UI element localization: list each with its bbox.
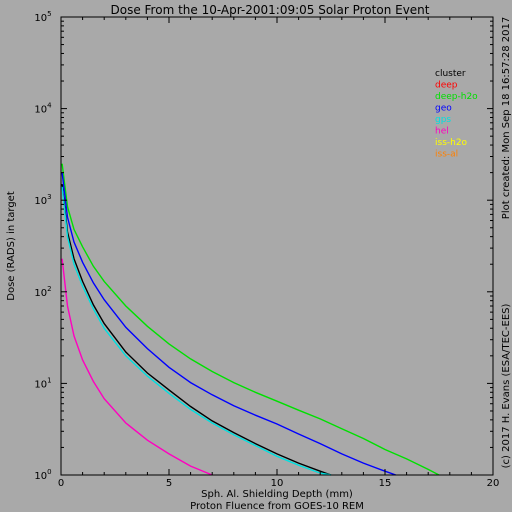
x-tick-label: 15 bbox=[379, 478, 392, 489]
x-axis-label: Sph. Al. Shielding Depth (mm) bbox=[201, 489, 353, 500]
y-axis: 100 101 102 103 104 105 bbox=[34, 10, 493, 482]
chart-title: Dose From the 10-Apr-2001:09:05 Solar Pr… bbox=[111, 3, 430, 17]
series-line-geo bbox=[61, 172, 397, 476]
legend-entry-geo: geo bbox=[435, 104, 452, 114]
legend-entry-hel: hel bbox=[435, 127, 449, 137]
legend-entry-cluster: cluster bbox=[435, 69, 466, 79]
y-tick-label: 103 bbox=[34, 193, 51, 207]
legend-entry-iss-al: iss-al bbox=[435, 150, 458, 160]
series-layer bbox=[61, 163, 440, 476]
x-tick-label: 10 bbox=[271, 478, 284, 489]
series-line-hel bbox=[61, 258, 213, 476]
plot-frame bbox=[60, 16, 494, 476]
y-tick-label: 105 bbox=[34, 10, 51, 24]
legend-entry-deep-h2o: deep-h2o bbox=[435, 92, 478, 102]
y-tick-label: 101 bbox=[34, 376, 51, 390]
x-tick-label: 0 bbox=[58, 478, 64, 489]
series-line-deep-h2o bbox=[61, 163, 440, 476]
legend-entry-iss-h2o: iss-h2o bbox=[435, 138, 468, 148]
legend-entry-gps: gps bbox=[435, 115, 451, 125]
x-tick-label: 5 bbox=[166, 478, 172, 489]
y-axis-label: Dose (RADS) in target bbox=[6, 191, 17, 301]
legend-entry-deep: deep bbox=[435, 81, 458, 91]
y-tick-label: 102 bbox=[34, 285, 51, 299]
x-tick-label: 20 bbox=[487, 478, 500, 489]
x-axis-sublabel: Proton Fluence from GOES-10 REM bbox=[190, 501, 364, 512]
x-axis: 0 5 10 15 20 bbox=[58, 17, 500, 489]
series-line-cluster bbox=[61, 184, 332, 476]
plot-created-note: Plot created: Mon Sep 18 16:57:28 2017 bbox=[501, 17, 512, 219]
copyright-note: (c) 2017 H. Evans (ESA/TEC-EES) bbox=[501, 304, 512, 469]
y-tick-label: 100 bbox=[34, 468, 51, 482]
y-tick-label: 104 bbox=[34, 102, 52, 116]
series-line-gps bbox=[61, 186, 332, 476]
